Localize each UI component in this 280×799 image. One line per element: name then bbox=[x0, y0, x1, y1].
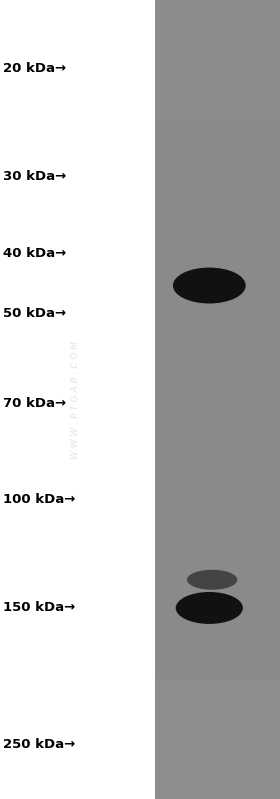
Text: 40 kDa→: 40 kDa→ bbox=[3, 248, 66, 260]
Text: 30 kDa→: 30 kDa→ bbox=[3, 170, 66, 184]
Ellipse shape bbox=[187, 570, 237, 590]
Bar bbox=[155, 679, 280, 799]
Text: 250 kDa→: 250 kDa→ bbox=[3, 738, 75, 751]
Bar bbox=[155, 0, 280, 799]
Text: 50 kDa→: 50 kDa→ bbox=[3, 308, 66, 320]
Text: 150 kDa→: 150 kDa→ bbox=[3, 602, 75, 614]
Text: 100 kDa→: 100 kDa→ bbox=[3, 493, 75, 506]
Ellipse shape bbox=[173, 268, 246, 304]
Text: 20 kDa→: 20 kDa→ bbox=[3, 62, 66, 75]
Text: 70 kDa→: 70 kDa→ bbox=[3, 397, 66, 411]
Ellipse shape bbox=[176, 592, 243, 624]
Text: W W W . P T G A B . C O M: W W W . P T G A B . C O M bbox=[71, 340, 80, 459]
Bar bbox=[155, 0, 280, 120]
